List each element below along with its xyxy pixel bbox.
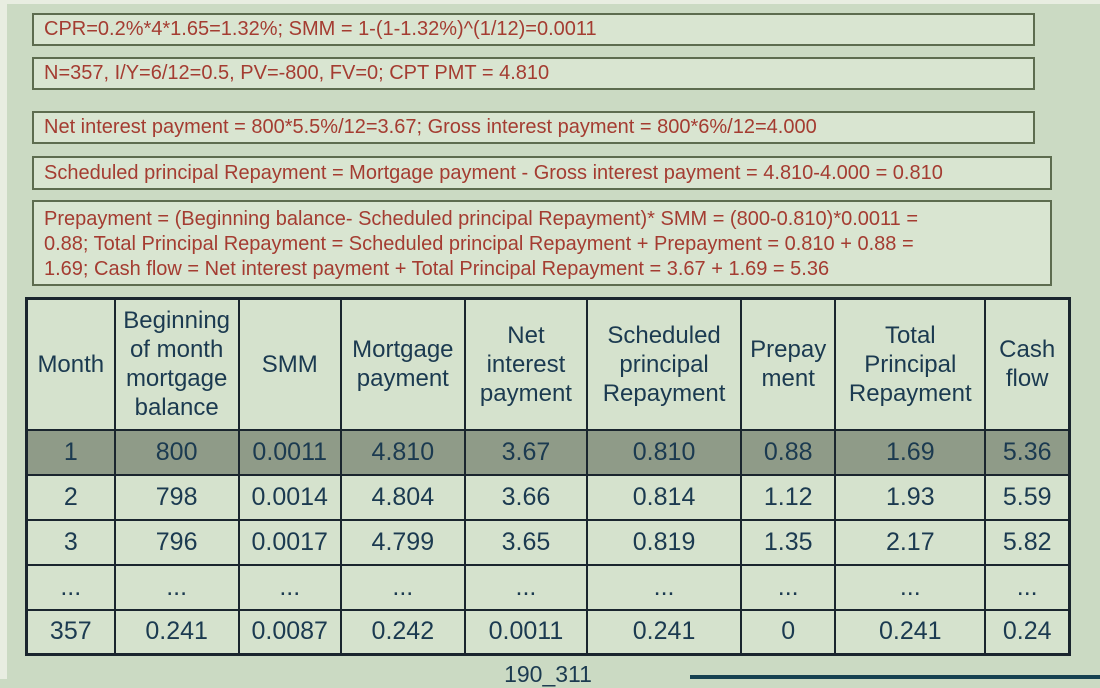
column-header-cash-flow: Cash flow bbox=[984, 297, 1071, 431]
cell-beginning-balance: 800 bbox=[113, 428, 240, 476]
cell-month: 1 bbox=[25, 428, 116, 476]
cell-prepayment: 1.35 bbox=[740, 518, 837, 566]
column-header-smm: SMM bbox=[237, 297, 342, 431]
formula-line-1: Prepayment = (Beginning balance- Schedul… bbox=[44, 208, 919, 230]
formula-text-scheduled-principal: Scheduled principal Repayment = Mortgage… bbox=[44, 161, 943, 184]
table-row-month-3: 3 796 0.0017 4.799 3.65 0.819 1.35 2.17 … bbox=[25, 518, 1071, 566]
cell-mortgage-payment: 4.804 bbox=[339, 473, 466, 521]
cell-smm: 0.0087 bbox=[237, 608, 342, 656]
cell-mortgage-payment: 4.799 bbox=[339, 518, 466, 566]
cell-scheduled-principal-repayment: 0.819 bbox=[585, 518, 743, 566]
cell-cash-flow: ... bbox=[984, 563, 1071, 611]
cell-beginning-balance: 796 bbox=[113, 518, 240, 566]
cell-net-interest-payment: 3.67 bbox=[463, 428, 589, 476]
cell-scheduled-principal-repayment: 0.810 bbox=[585, 428, 743, 476]
formula-box-interest-payments: Net interest payment = 800*5.5%/12=3.67;… bbox=[32, 111, 1035, 144]
cell-beginning-balance: ... bbox=[113, 563, 240, 611]
cell-total-principal-repayment: 0.241 bbox=[834, 608, 987, 656]
column-header-month: Month bbox=[25, 297, 116, 431]
formula-text-cpr-smm: CPR=0.2%*4*1.65=1.32%; SMM = 1-(1-1.32%)… bbox=[44, 18, 597, 40]
cell-prepayment: 0 bbox=[740, 608, 837, 656]
formula-box-cpr-smm: CPR=0.2%*4*1.65=1.32%; SMM = 1-(1-1.32%)… bbox=[32, 13, 1035, 46]
cell-scheduled-principal-repayment: 0.814 bbox=[585, 473, 743, 521]
cell-total-principal-repayment: ... bbox=[834, 563, 987, 611]
cell-mortgage-payment: ... bbox=[339, 563, 466, 611]
table-row-month-2: 2 798 0.0014 4.804 3.66 0.814 1.12 1.93 … bbox=[25, 473, 1071, 521]
column-header-beginning-balance: Beginning of month mortgage balance bbox=[113, 297, 240, 431]
formula-text-interest-payments: Net interest payment = 800*5.5%/12=3.67;… bbox=[44, 116, 817, 138]
formula-box-prepayment-cashflow: Prepayment = (Beginning balance- Schedul… bbox=[32, 200, 1052, 286]
column-header-mortgage-payment: Mortgage payment bbox=[339, 297, 466, 431]
cell-beginning-balance: 798 bbox=[113, 473, 240, 521]
cell-scheduled-principal-repayment: ... bbox=[585, 563, 743, 611]
cell-cash-flow: 5.36 bbox=[984, 428, 1071, 476]
formula-line-2: 0.88; Total Principal Repayment = Schedu… bbox=[44, 233, 914, 255]
cell-cash-flow: 5.59 bbox=[984, 473, 1071, 521]
cell-total-principal-repayment: 1.93 bbox=[834, 473, 987, 521]
cell-smm: ... bbox=[237, 563, 342, 611]
table-row-month-1: 1 800 0.0011 4.810 3.67 0.810 0.88 1.69 … bbox=[25, 428, 1071, 476]
cell-month: ... bbox=[25, 563, 116, 611]
cell-smm: 0.0014 bbox=[237, 473, 342, 521]
cell-prepayment: ... bbox=[740, 563, 837, 611]
cell-prepayment: 1.12 bbox=[740, 473, 837, 521]
cell-prepayment: 0.88 bbox=[740, 428, 837, 476]
table-row-month-357: 357 0.241 0.0087 0.242 0.0011 0.241 0 0.… bbox=[25, 608, 1071, 656]
cell-cash-flow: 5.82 bbox=[984, 518, 1071, 566]
cell-net-interest-payment: ... bbox=[463, 563, 589, 611]
cell-total-principal-repayment: 1.69 bbox=[834, 428, 987, 476]
amortization-table: Month Beginning of month mortgage balanc… bbox=[25, 297, 1071, 656]
cell-mortgage-payment: 4.810 bbox=[339, 428, 466, 476]
formula-line-3: 1.69; Cash flow = Net interest payment +… bbox=[44, 258, 830, 280]
column-header-total-principal-repayment: Total Principal Repayment bbox=[834, 297, 987, 431]
column-header-net-interest-payment: Net interest payment bbox=[463, 297, 589, 431]
cell-month: 3 bbox=[25, 518, 116, 566]
cell-net-interest-payment: 0.0011 bbox=[463, 608, 589, 656]
cell-month: 2 bbox=[25, 473, 116, 521]
column-header-scheduled-principal-repayment: Scheduled principal Repayment bbox=[585, 297, 743, 431]
cell-net-interest-payment: 3.65 bbox=[463, 518, 589, 566]
slide-top-edge bbox=[0, 0, 1100, 4]
cell-cash-flow: 0.24 bbox=[984, 608, 1071, 656]
slide-left-edge bbox=[0, 0, 7, 679]
table-header-row: Month Beginning of month mortgage balanc… bbox=[25, 297, 1071, 431]
bottom-right-bar bbox=[690, 675, 1100, 679]
column-header-prepayment: Prepayment bbox=[740, 297, 837, 431]
formula-box-scheduled-principal: Scheduled principal Repayment = Mortgage… bbox=[32, 156, 1052, 190]
formula-box-tvm-payment: N=357, I/Y=6/12=0.5, PV=-800, FV=0; CPT … bbox=[32, 57, 1035, 90]
table-row-ellipsis: ... ... ... ... ... ... ... ... ... bbox=[25, 563, 1071, 611]
cell-smm: 0.0011 bbox=[237, 428, 342, 476]
cell-beginning-balance: 0.241 bbox=[113, 608, 240, 656]
cell-scheduled-principal-repayment: 0.241 bbox=[585, 608, 743, 656]
cell-total-principal-repayment: 2.17 bbox=[834, 518, 987, 566]
cell-smm: 0.0017 bbox=[237, 518, 342, 566]
cell-month: 357 bbox=[25, 608, 116, 656]
cell-mortgage-payment: 0.242 bbox=[339, 608, 466, 656]
formula-text-tvm-payment: N=357, I/Y=6/12=0.5, PV=-800, FV=0; CPT … bbox=[44, 62, 550, 84]
cell-net-interest-payment: 3.66 bbox=[463, 473, 589, 521]
